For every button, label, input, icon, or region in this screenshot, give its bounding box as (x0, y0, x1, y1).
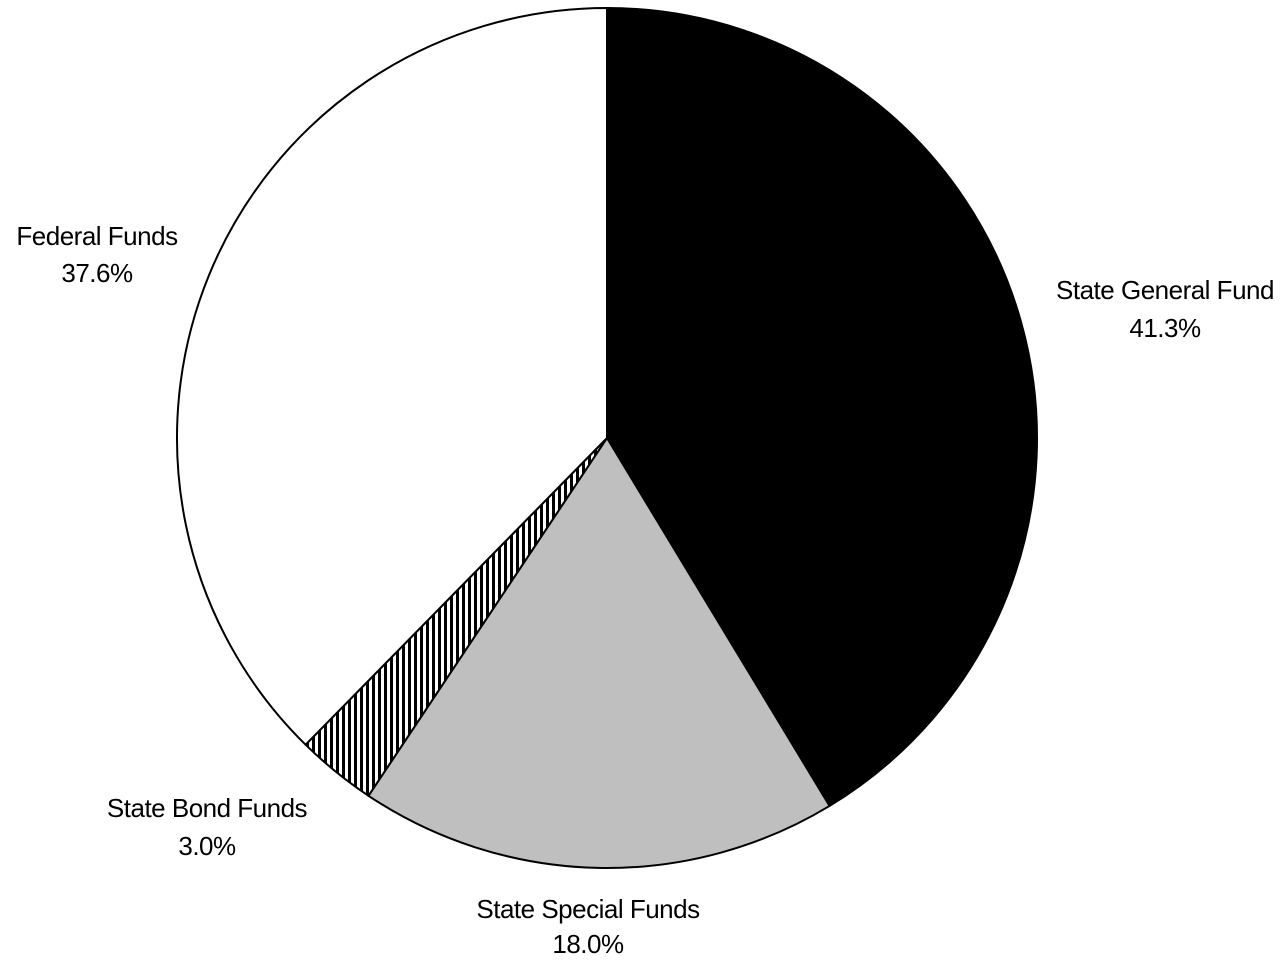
pie-slice-federal-funds (176, 7, 608, 746)
slice-value-state-special-funds: 18.0% (552, 929, 624, 959)
slice-label-state-bond-funds: State Bond Funds (107, 793, 308, 823)
pie-slices (176, 7, 1038, 870)
pie-slice-state-general-fund (606, 7, 1038, 807)
pie-slice-state-special-funds (367, 437, 831, 870)
slice-value-state-bond-funds: 3.0% (178, 831, 236, 861)
slice-value-federal-funds: 37.6% (61, 258, 133, 288)
slice-label-state-special-funds: State Special Funds (476, 894, 700, 924)
slice-label-state-general-fund: State General Fund (1056, 275, 1274, 305)
slice-label-federal-funds: Federal Funds (16, 221, 178, 251)
slice-value-state-general-fund: 41.3% (1129, 313, 1201, 343)
